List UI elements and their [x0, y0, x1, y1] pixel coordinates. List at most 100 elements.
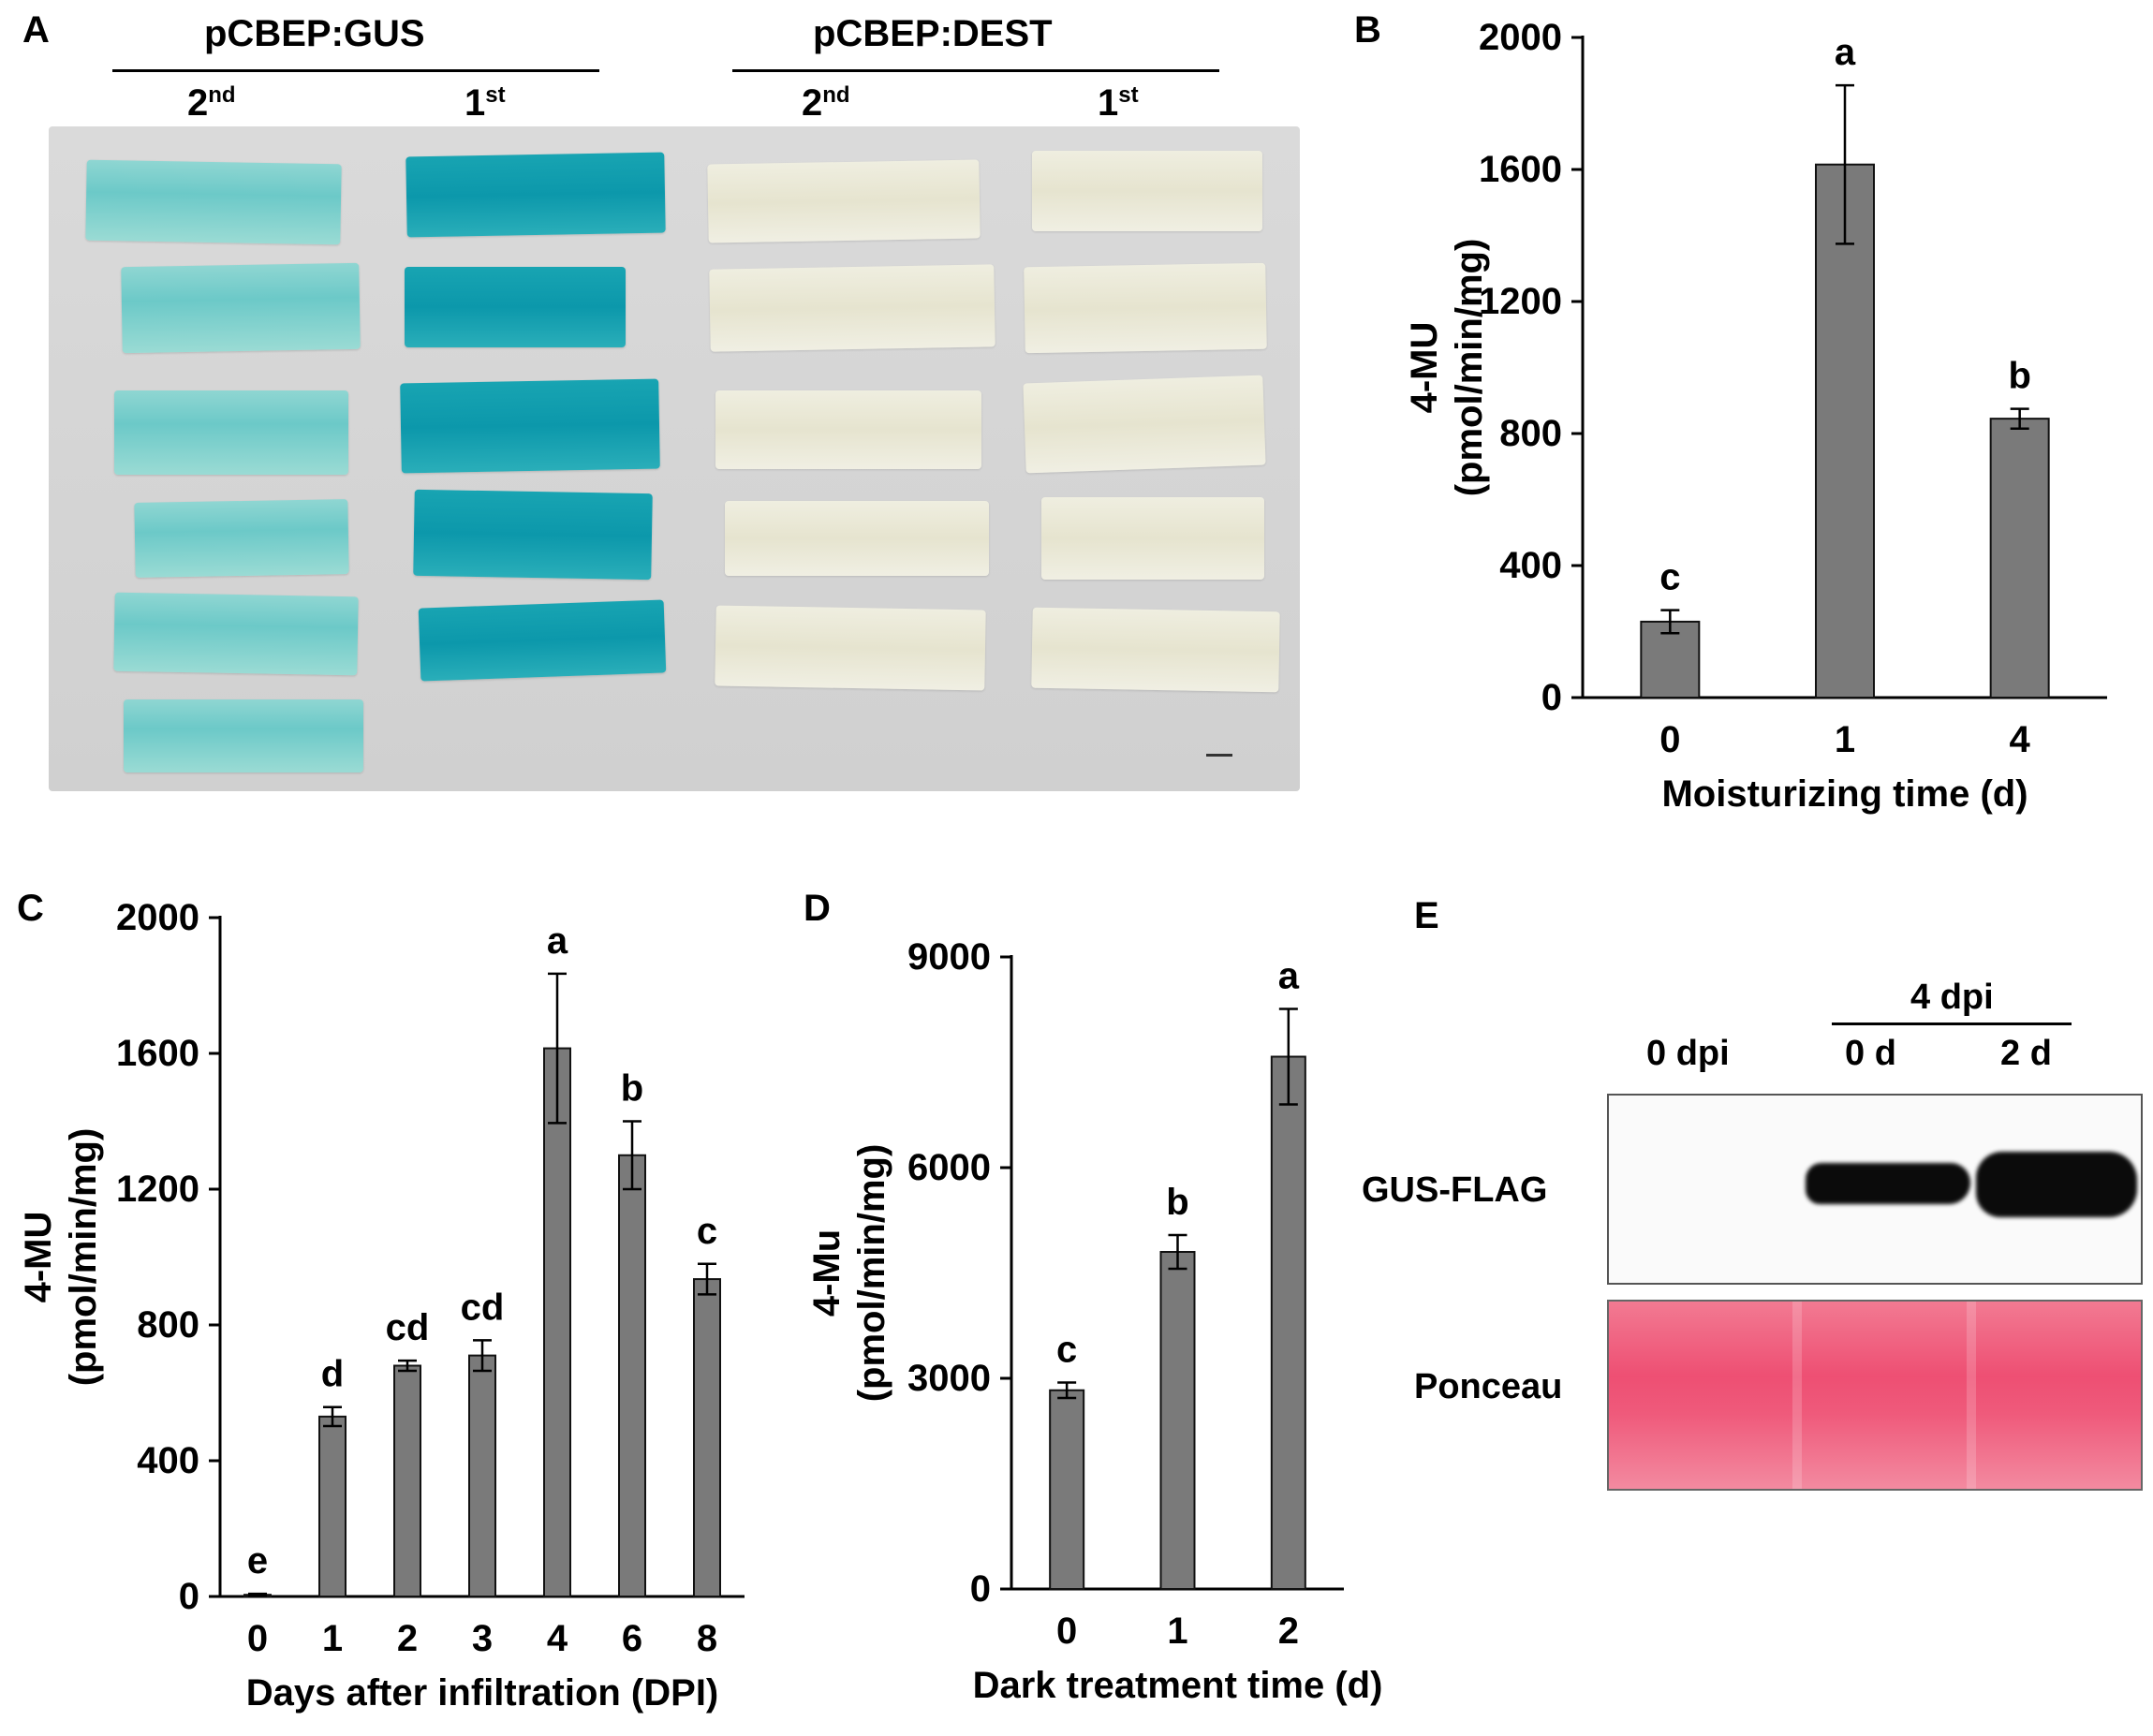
significance-letter: a	[547, 920, 568, 962]
y-tick-label: 2000	[1479, 17, 1562, 58]
significance-letter: a	[1278, 956, 1300, 997]
leaf-strip	[1032, 151, 1262, 231]
x-tick-label: 6	[622, 1618, 642, 1659]
y-axis-label-units: (pmol/min/mg)	[63, 1128, 104, 1387]
leaf-strip	[85, 159, 342, 245]
x-tick-label: 1	[1835, 719, 1855, 760]
y-tick-label: 9000	[907, 936, 991, 978]
leaf-strip	[725, 501, 989, 576]
row-label-gus-flag: GUS-FLAG	[1362, 1170, 1548, 1210]
y-tick-label: 0	[1541, 677, 1562, 718]
significance-letter: cd	[461, 1287, 505, 1328]
bar	[1159, 1251, 1196, 1590]
lane-group-4dpi: 4 dpi	[1910, 978, 1994, 1017]
x-tick-label: 0	[247, 1618, 268, 1659]
x-tick-label: 0	[1659, 719, 1680, 760]
y-axis-label-units: (pmol/min/mg)	[851, 1144, 892, 1403]
bar	[1049, 1389, 1085, 1590]
panel-a-label: A	[22, 9, 50, 51]
group-line-gus	[112, 69, 599, 72]
panel-d-label: D	[804, 888, 831, 929]
bar	[618, 1154, 646, 1597]
bar	[1989, 418, 2050, 699]
group-title-dest: pCBEP:DEST	[813, 13, 1053, 54]
y-tick-label: 400	[1499, 545, 1562, 586]
leaf-strip	[715, 390, 981, 469]
col-label-dest-1st: 1st	[1098, 82, 1139, 124]
bar	[1815, 163, 1875, 699]
leaf-strip	[113, 592, 359, 676]
x-tick-label: 4	[2010, 719, 2031, 760]
scale-bar	[1206, 754, 1232, 757]
leaf-strip	[709, 264, 995, 352]
y-axis-label: 4-MU	[18, 1212, 59, 1303]
y-tick-label: 1600	[116, 1033, 199, 1074]
lane-separator	[1792, 1302, 1802, 1489]
leaf-strip	[1024, 262, 1267, 354]
panel-c-label: C	[17, 888, 44, 929]
y-tick-label: 3000	[907, 1358, 991, 1399]
x-tick-label: 2	[1278, 1611, 1299, 1652]
y-tick-label: 6000	[907, 1147, 991, 1188]
leaf-strip	[1023, 375, 1266, 474]
leaf-strip	[1041, 497, 1264, 580]
y-tick-label: 1200	[1479, 281, 1562, 322]
x-tick-label: 1	[322, 1618, 343, 1659]
leaf-strip	[134, 499, 349, 578]
leaf-strip	[406, 152, 666, 238]
significance-letter: cd	[386, 1307, 430, 1348]
y-tick-label: 0	[179, 1576, 199, 1617]
blot-band-0d	[1806, 1163, 1970, 1204]
panel-b-label: B	[1354, 9, 1381, 51]
y-tick-label: 1600	[1479, 149, 1562, 190]
significance-letter: b	[2008, 356, 2030, 397]
chart-d: 0 3000 6000 9000 c 0 b 1 a 2 Dark treatment time (…	[806, 936, 1383, 1706]
leaf-strip	[405, 267, 626, 347]
y-tick-label: 0	[970, 1568, 991, 1610]
significance-letter: c	[697, 1211, 717, 1252]
lane-group-line	[1832, 1022, 2072, 1025]
x-tick-label: 2	[397, 1618, 418, 1659]
bar	[393, 1364, 421, 1597]
significance-letter: d	[321, 1354, 344, 1395]
significance-letter: c	[1659, 557, 1680, 598]
bar	[543, 1047, 571, 1597]
leaf-strip	[715, 605, 986, 691]
y-tick-label: 2000	[116, 897, 199, 938]
leaf-strip	[114, 390, 348, 475]
leaf-strip	[124, 699, 363, 772]
y-tick-label: 400	[137, 1440, 199, 1481]
lane-separator	[1967, 1302, 1976, 1489]
leaf-strip	[413, 489, 653, 581]
western-blot-gus-flag	[1607, 1094, 2143, 1285]
panel-e-label: E	[1414, 895, 1439, 936]
significance-letter: b	[621, 1068, 643, 1110]
bar	[318, 1415, 347, 1597]
x-tick-label: 4	[547, 1618, 568, 1659]
significance-letter: b	[1166, 1182, 1188, 1223]
leaf-strip	[418, 599, 667, 682]
y-tick-label: 800	[137, 1304, 199, 1346]
x-tick-label: 8	[697, 1618, 717, 1659]
x-tick-label: 1	[1167, 1611, 1187, 1652]
chart-b: 0 400 800 1200 1600 2000 c 0 a 1 b 4 Moisturizing ti…	[1404, 17, 2107, 815]
blot-band-2d	[1976, 1152, 2137, 1217]
col-label-dest-2nd: 2nd	[802, 82, 850, 124]
leaf-strip	[1031, 607, 1280, 693]
y-axis-label: 4-Mu	[806, 1229, 848, 1317]
leaf-strip	[121, 262, 361, 354]
lane-label-2d: 2 d	[2000, 1034, 2052, 1073]
x-axis-label: Dark treatment time (d)	[973, 1665, 1383, 1706]
x-tick-label: 0	[1056, 1611, 1077, 1652]
ponceau-stain	[1607, 1300, 2143, 1491]
row-label-ponceau: Ponceau	[1414, 1367, 1563, 1406]
y-tick-label: 800	[1499, 413, 1562, 454]
bar	[468, 1354, 496, 1597]
significance-letter: c	[1056, 1330, 1077, 1371]
chart-b-bars: 0 400 800 1200 1600 2000 c 0 a 1 b 4 Moisturizing ti…	[1404, 17, 2107, 815]
x-axis-label: Moisturizing time (d)	[1661, 773, 2028, 815]
lane-label-0dpi: 0 dpi	[1646, 1034, 1730, 1073]
y-axis-label-units: (pmol/min/mg)	[1449, 239, 1490, 497]
chart-c: 0 400 800 1200 1600 2000 e 0 d 1 cd 2 cd 3 a 4 b 6 c 8 Days …	[18, 897, 745, 1714]
col-label-gus-2nd: 2nd	[187, 82, 236, 124]
